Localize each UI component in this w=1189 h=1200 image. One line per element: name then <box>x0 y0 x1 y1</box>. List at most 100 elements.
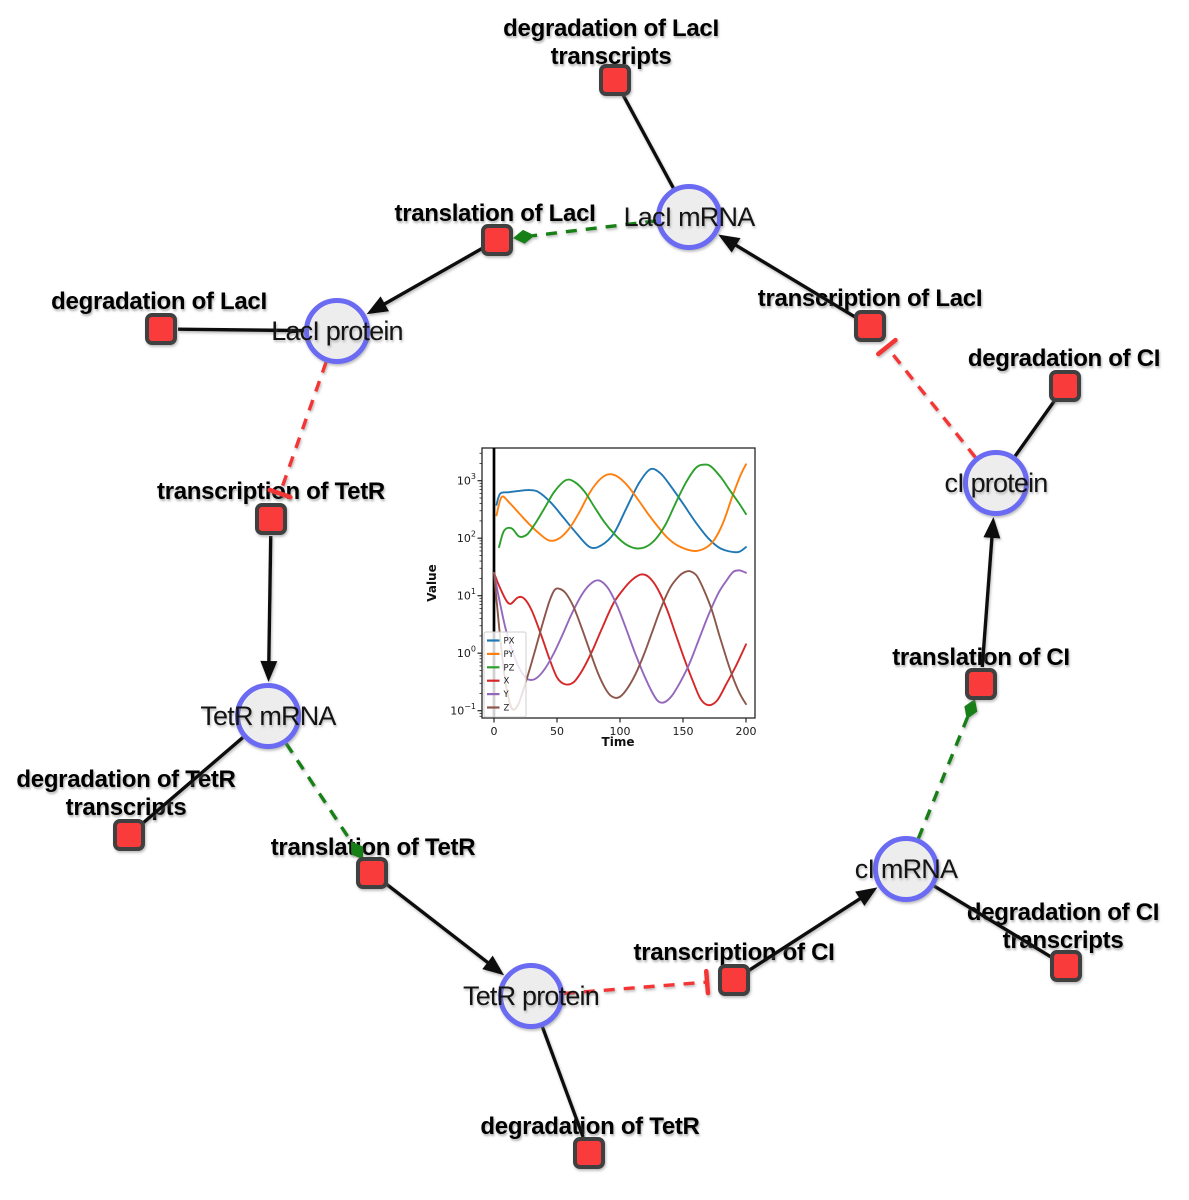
reaction-label-transl_tetR: translation of TetR <box>271 834 476 861</box>
arrowhead-icon <box>983 516 1001 539</box>
timeseries-inset-chart: 10−1 100 101 102 103 0 50 100 150 200 PX PY PZ X Y Z Va… <box>420 430 780 765</box>
y-tick-label: 103 <box>457 472 476 488</box>
reaction-node-deg_cI_tr[interactable] <box>1050 950 1082 982</box>
reaction-node-transcr_tetR[interactable] <box>255 503 287 535</box>
y-tick-label: 10−1 <box>450 702 476 718</box>
inhibition-tbar-icon <box>703 968 711 996</box>
arrowhead-icon <box>855 887 878 906</box>
legend-label-PX: PX <box>504 637 515 647</box>
reaction-node-transcr_lacI[interactable] <box>854 310 886 342</box>
legend-label-Z: Z <box>504 704 510 714</box>
edge-transl_lacI-lacI_protein <box>375 246 484 311</box>
edge-cI_protein-deg_cI <box>1013 398 1057 458</box>
edge-transcr_tetR-tetR_mRNA <box>266 535 273 672</box>
edge-cI_mRNA-transl_cI <box>916 716 970 840</box>
inhibition-tbar-icon <box>876 337 898 357</box>
reaction-node-transl_tetR[interactable] <box>356 857 388 889</box>
reaction-node-deg_lacI_tr[interactable] <box>599 64 631 96</box>
series-line-Z <box>493 570 747 711</box>
reaction-label-line: degradation of TetR <box>16 766 235 793</box>
reaction-label-transcr_lacI: transcription of LacI <box>758 285 982 312</box>
curves-group <box>493 463 747 711</box>
reaction-label-deg_cI_tr: degradation of CI transcripts <box>967 899 1159 954</box>
reaction-node-deg_lacI[interactable] <box>145 313 177 345</box>
edge-cI_protein-transcr_lacI <box>886 347 977 459</box>
reaction-label-line: degradation of LacI <box>51 288 267 315</box>
edge-tetR_protein-transcr_cI <box>563 980 706 996</box>
legend-label-Y: Y <box>503 690 510 700</box>
edge-transl_cI-cI_protein <box>980 527 995 668</box>
arrowhead-icon <box>366 296 390 315</box>
species-node-cI_protein[interactable] <box>963 450 1029 516</box>
reaction-label-line: degradation of CI <box>968 345 1160 372</box>
reaction-label-line: translation of LacI <box>395 200 596 227</box>
reaction-label-line: transcription of CI <box>634 939 835 966</box>
series-line-X <box>493 571 747 707</box>
species-label-lacI_mRNA: LacI mRNA <box>624 202 756 232</box>
modifier-diamond-icon <box>512 229 535 244</box>
inhibition-tbar-icon <box>267 487 293 500</box>
species-label-tetR_protein: TetR protein <box>463 981 599 1011</box>
reaction-label-deg_tetR: degradation of TetR <box>480 1113 699 1140</box>
legend: PX PY PZ XYZ <box>483 631 527 718</box>
reaction-label-line: degradation of TetR <box>480 1113 699 1140</box>
edge-transl_tetR-tetR_protein <box>384 882 497 970</box>
legend-label-PY: PY <box>504 650 515 660</box>
arrowhead-icon <box>260 660 278 683</box>
modifier-diamond-icon <box>964 698 978 720</box>
legend-label-PZ: PZ <box>504 663 515 673</box>
arrowhead-icon <box>718 234 741 253</box>
edge-lacI_mRNA-deg_lacI_tr <box>621 94 675 189</box>
reaction-label-deg_lacI_tr: degradation of LacI transcripts <box>503 15 719 70</box>
species-node-lacI_protein[interactable] <box>304 298 370 364</box>
reaction-label-transcr_cI: transcription of CI <box>634 939 835 966</box>
y-axis-title: Value <box>425 564 439 602</box>
edge-transcr_lacI-lacI_mRNA <box>726 238 857 319</box>
y-tick-label: 101 <box>457 587 476 603</box>
x-tick-label: 50 <box>550 725 564 738</box>
modifier-diamond-icon <box>351 841 364 860</box>
edge-cI_mRNA-deg_cI_tr <box>933 884 1053 959</box>
species-label-tetR_mRNA: TetR mRNA <box>200 701 336 731</box>
species-node-lacI_mRNA[interactable] <box>656 184 722 250</box>
edge-tetR_mRNA-deg_tetR_tr <box>140 736 245 826</box>
species-node-tetR_protein[interactable] <box>498 963 564 1029</box>
reaction-label-line: translation of TetR <box>271 834 476 861</box>
y-tick-label: 100 <box>457 645 476 661</box>
species-label-lacI_protein: LacI protein <box>271 316 403 346</box>
species-node-cI_mRNA[interactable] <box>873 836 939 902</box>
reaction-label-line: degradation of LacI <box>503 15 719 42</box>
reaction-label-line: transcription of LacI <box>758 285 982 312</box>
series-line-PZ <box>498 463 747 550</box>
x-tick-label: 0 <box>491 725 498 738</box>
legend-label-X: X <box>504 677 510 687</box>
x-axis-title: Time <box>602 735 635 749</box>
x-tick-label: 150 <box>673 725 694 738</box>
reaction-node-transcr_cI[interactable] <box>718 964 750 996</box>
species-label-cI_protein: cI protein <box>944 468 1047 498</box>
axes-frame <box>481 447 756 719</box>
y-tick-label: 102 <box>457 530 476 546</box>
reaction-label-deg_cI: degradation of CI <box>968 345 1160 372</box>
edge-lacI_protein-transcr_tetR <box>279 361 328 493</box>
reaction-label-deg_lacI: degradation of LacI <box>51 288 267 315</box>
edge-lacI_protein-deg_lacI <box>177 327 305 333</box>
reaction-node-deg_tetR_tr[interactable] <box>113 819 145 851</box>
series-line-Y <box>493 569 747 704</box>
reaction-label-deg_tetR_tr: degradation of TetR transcripts <box>16 766 235 821</box>
species-label-cI_mRNA: cI mRNA <box>855 854 958 884</box>
species-node-tetR_mRNA[interactable] <box>235 683 301 749</box>
reaction-label-line: degradation of CI <box>967 899 1159 926</box>
reaction-node-deg_cI[interactable] <box>1049 370 1081 402</box>
edge-tetR_mRNA-transl_tetR <box>284 742 354 844</box>
timeseries-chart-svg: 10−1 100 101 102 103 0 50 100 150 200 PX PY PZ XYZ Va… <box>425 447 757 749</box>
reaction-node-deg_tetR[interactable] <box>573 1137 605 1169</box>
x-tick-label: 200 <box>736 725 757 738</box>
reaction-label-transl_lacI: translation of LacI <box>395 200 596 227</box>
reaction-label-line: transcripts <box>66 794 187 821</box>
reaction-node-transl_cI[interactable] <box>965 668 997 700</box>
reaction-node-transl_lacI[interactable] <box>481 224 513 256</box>
arrowhead-icon <box>482 955 505 976</box>
